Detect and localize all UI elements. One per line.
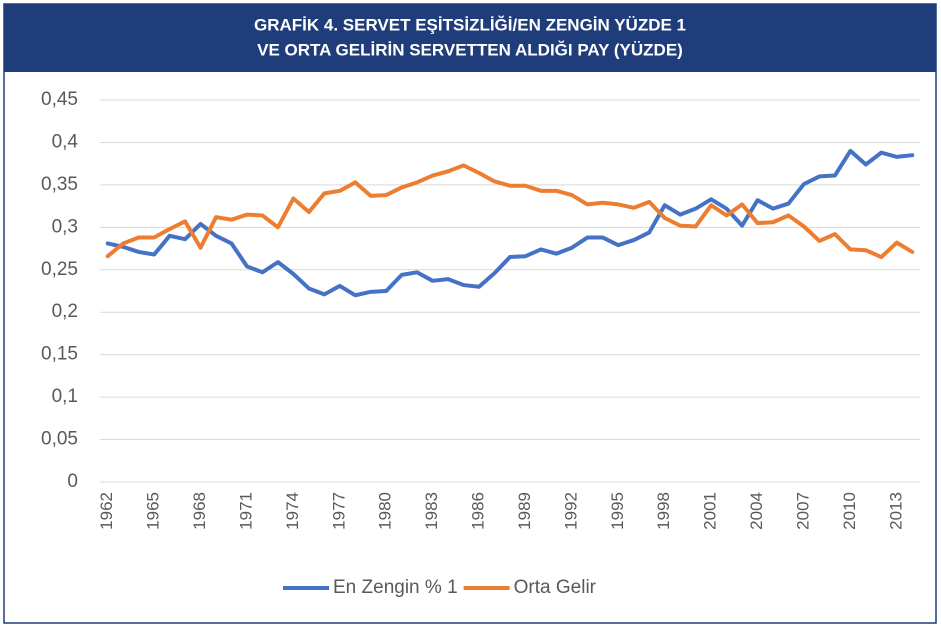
x-tick-label: 1974 [283,492,302,530]
x-tick-label: 1965 [144,492,163,530]
x-tick-label: 1983 [422,492,441,530]
x-tick-label: 2001 [701,492,720,530]
legend-label: En Zengin % 1 [333,577,458,598]
x-tick-label: 1968 [190,492,209,530]
x-tick-label: 1980 [376,492,395,530]
x-tick-label: 2010 [840,492,859,530]
x-tick-label: 1962 [97,492,116,530]
x-tick-label: 2007 [793,492,812,530]
y-tick-label: 0,45 [41,89,78,110]
chart-title: GRAFİK 4. SERVET EŞİTSİZLİĞİ/EN ZENGİN Y… [254,15,686,34]
frame [3,3,937,624]
y-tick-label: 0,35 [41,174,78,195]
y-tick-label: 0 [67,471,78,492]
chart-title: VE ORTA GELİRİN SERVETTEN ALDIĞI PAY (YÜ… [257,40,683,59]
series-line [105,163,915,260]
x-tick-label: 1998 [654,492,673,530]
y-tick-label: 0,05 [41,429,78,450]
y-tick-label: 0,4 [52,131,79,152]
x-tick-label: 1971 [236,492,255,530]
title-band [4,4,936,72]
y-tick-label: 0,3 [52,216,78,237]
y-tick-label: 0,2 [52,301,78,322]
legend-label: Orta Gelir [514,577,597,598]
x-tick-label: 1977 [329,492,348,530]
y-tick-label: 0,25 [41,259,78,280]
x-tick-label: 1995 [608,492,627,530]
series-line [105,148,915,298]
x-tick-label: 2013 [886,492,905,530]
x-tick-label: 2004 [747,492,766,530]
x-tick-label: 1986 [469,492,488,530]
x-tick-label: 1992 [561,492,580,530]
y-tick-label: 0,15 [41,344,78,365]
y-tick-label: 0,1 [52,386,78,407]
x-tick-label: 1989 [515,492,534,530]
